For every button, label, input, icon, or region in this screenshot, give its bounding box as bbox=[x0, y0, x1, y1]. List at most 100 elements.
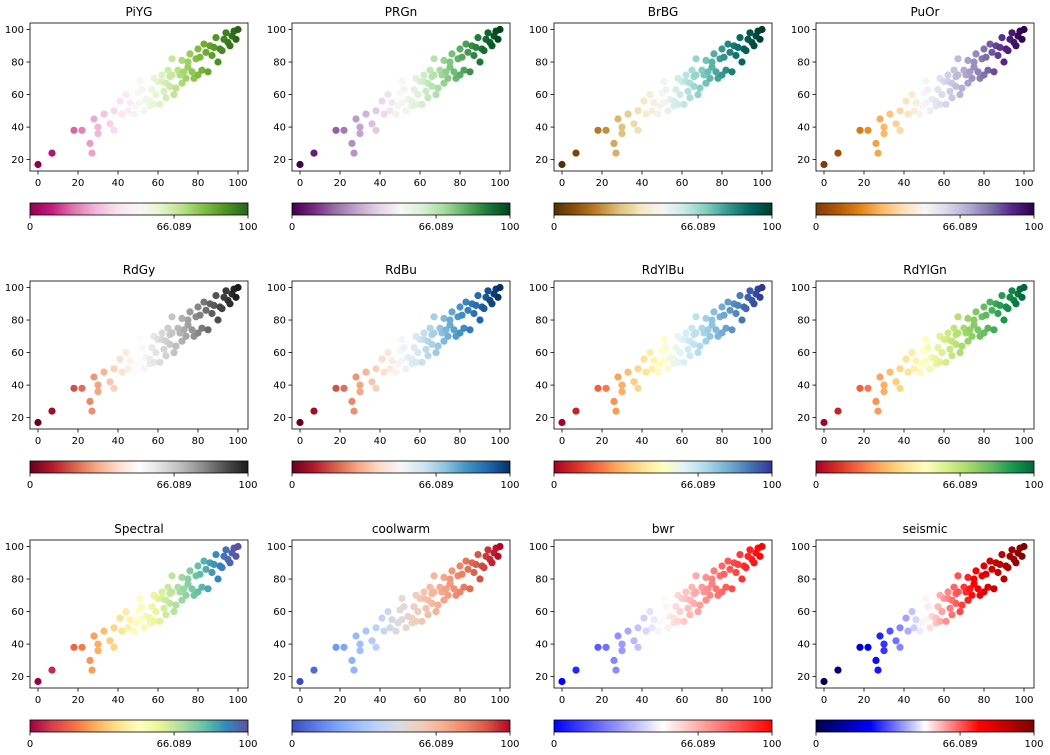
x-tick-label: 80 bbox=[454, 436, 467, 447]
scatter-point bbox=[218, 305, 226, 313]
scatter-point bbox=[340, 643, 348, 651]
colorbar-tick-label: 100 bbox=[500, 739, 519, 750]
scatter-point bbox=[372, 624, 380, 632]
panel-rdgy: RdGy 0 20 40 60 80 100 20 40 60 80 100 0 66.089 100 bbox=[5, 263, 258, 491]
scatter-point bbox=[152, 608, 160, 616]
scatter-point bbox=[820, 160, 828, 169]
scatter-point bbox=[614, 373, 622, 381]
scatter-point bbox=[684, 87, 692, 95]
scatter-point bbox=[310, 666, 318, 674]
scatter-point bbox=[938, 91, 946, 99]
scatter-point bbox=[718, 71, 726, 79]
scatter-point bbox=[718, 562, 726, 570]
x-tick-label: 60 bbox=[414, 695, 427, 706]
scatter-point bbox=[140, 365, 148, 373]
scatter-point bbox=[896, 107, 904, 115]
scatter-point bbox=[428, 82, 436, 90]
scatter-point bbox=[332, 126, 340, 134]
y-tick-label: 100 bbox=[5, 283, 24, 294]
scatter-point bbox=[990, 326, 998, 334]
colorbar-gradient bbox=[291, 202, 511, 216]
scatter-point bbox=[980, 329, 988, 337]
scatter-point bbox=[958, 84, 966, 92]
x-tick-label: 60 bbox=[152, 178, 165, 189]
x-tick-label: 40 bbox=[636, 178, 649, 189]
scatter-point bbox=[130, 368, 138, 376]
scatter-point bbox=[896, 643, 904, 651]
x-tick-label: 0 bbox=[821, 178, 827, 189]
scatter-point bbox=[642, 368, 650, 376]
scatter-point bbox=[660, 335, 668, 344]
x-tick-label: 60 bbox=[938, 436, 951, 447]
colorbar-tick-label: 66.089 bbox=[419, 739, 454, 750]
x-tick-label: 80 bbox=[978, 436, 991, 447]
y-tick-label: 80 bbox=[273, 575, 286, 586]
scatter-point bbox=[340, 384, 348, 392]
scatter-point bbox=[462, 298, 470, 306]
scatter-point bbox=[704, 585, 712, 593]
scatter-point bbox=[634, 365, 642, 373]
scatter-points-prgn bbox=[296, 25, 504, 169]
scatter-point bbox=[164, 583, 172, 591]
scatter-point bbox=[88, 149, 96, 157]
scatter-point bbox=[126, 616, 134, 624]
scatter-point bbox=[982, 570, 990, 578]
scatter-point bbox=[234, 542, 242, 551]
scatter-point bbox=[100, 627, 108, 635]
scatter-point bbox=[712, 326, 720, 334]
scatter-point bbox=[708, 63, 716, 71]
scatter-point bbox=[384, 91, 392, 99]
scatter-point bbox=[398, 594, 406, 603]
scatter-point bbox=[872, 656, 880, 664]
scatter-point bbox=[654, 110, 662, 118]
scatter-point bbox=[178, 56, 186, 64]
scatter-point bbox=[440, 337, 448, 345]
axes-frame-piyg bbox=[29, 22, 249, 172]
scatter-point bbox=[982, 53, 990, 61]
scatter-point bbox=[954, 55, 962, 63]
scatter-point bbox=[122, 349, 130, 357]
y-tick-label: 20 bbox=[11, 155, 24, 166]
scatter-point bbox=[734, 301, 742, 309]
scatter-point bbox=[708, 580, 716, 588]
colorbar-brbg: 0 66.089 100 bbox=[551, 202, 782, 233]
colorbar-tick-label: 0 bbox=[27, 739, 33, 750]
scatter-point bbox=[954, 329, 962, 337]
scatter-point bbox=[456, 588, 464, 596]
scatter-point bbox=[166, 340, 174, 348]
scatter-point bbox=[706, 332, 714, 340]
y-tick-label: 80 bbox=[797, 575, 810, 586]
scatter-point bbox=[446, 321, 454, 329]
scatter-point bbox=[876, 373, 884, 381]
x-tick-label: 20 bbox=[72, 436, 85, 447]
panel-title-spectral: Spectral bbox=[114, 522, 164, 536]
panel-rdylgn: RdYlGn 0 20 40 60 80 100 20 40 60 80 100 0 66.089 100 bbox=[791, 263, 1044, 491]
scatter-point bbox=[720, 311, 728, 319]
scatter-point bbox=[480, 305, 488, 313]
scatter-point bbox=[876, 115, 884, 123]
scatter-point bbox=[610, 139, 618, 147]
scatter-point bbox=[430, 71, 438, 79]
x-tick-label: 20 bbox=[72, 695, 85, 706]
scatter-point bbox=[188, 585, 196, 593]
scatter-point bbox=[414, 91, 422, 99]
y-tick-label: 40 bbox=[535, 640, 548, 651]
x-tick-label: 0 bbox=[297, 436, 303, 447]
panel-piyg: PiYG 0 20 40 60 80 100 20 40 60 80 100 0 66.089 100 bbox=[5, 5, 258, 233]
scatter-point bbox=[434, 601, 442, 609]
scatter-point bbox=[702, 596, 710, 604]
scatter-point bbox=[902, 97, 910, 105]
scatter-point bbox=[682, 329, 690, 337]
scatter-point bbox=[178, 79, 186, 87]
scatter-point bbox=[430, 588, 438, 596]
scatter-point bbox=[118, 627, 126, 635]
scatter-point bbox=[218, 564, 226, 572]
scatter-point bbox=[384, 608, 392, 616]
scatter-point bbox=[686, 611, 694, 619]
x-tick-label: 20 bbox=[596, 436, 609, 447]
scatter-point bbox=[170, 608, 178, 616]
panel-title-rdylgn: RdYlGn bbox=[903, 263, 947, 277]
x-tick-label: 0 bbox=[821, 695, 827, 706]
scatter-point bbox=[100, 110, 108, 118]
scatter-point bbox=[924, 344, 932, 352]
